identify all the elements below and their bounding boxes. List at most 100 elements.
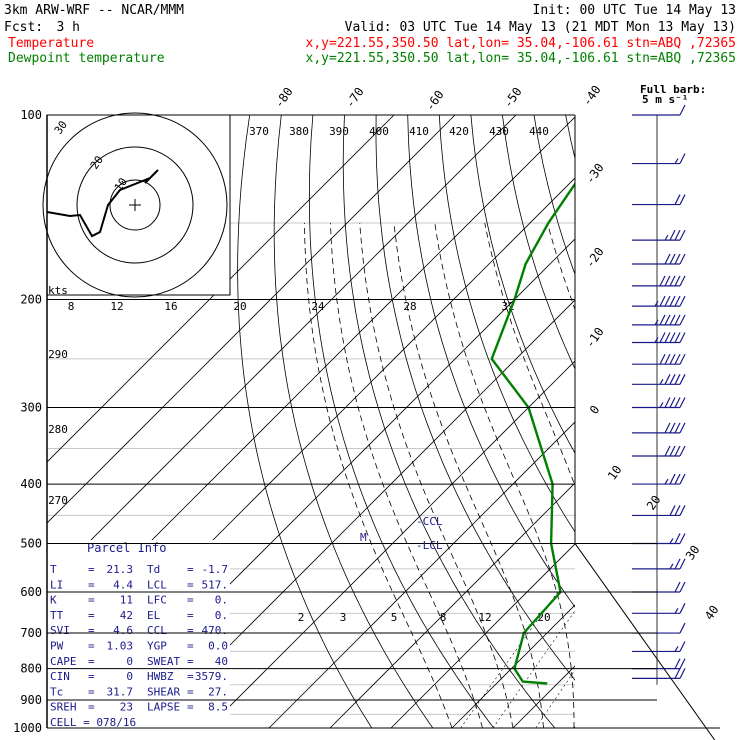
wind-barb-feather <box>664 314 671 326</box>
parcel-eq: = <box>88 640 95 653</box>
isotherm-label: -60 <box>423 88 447 114</box>
pressure-tick-label: 700 <box>20 626 42 640</box>
wind-barb-half <box>654 337 659 343</box>
wind-barb-half <box>669 563 674 570</box>
parcel-value: 31.7 <box>107 685 134 698</box>
wind-barb-feather <box>669 473 676 485</box>
parcel-label: SHEAR <box>147 685 180 698</box>
wind-barb-feather <box>664 422 671 434</box>
upper-scale-label: 12 <box>110 300 123 313</box>
parcel-eq: = <box>187 655 194 668</box>
dry-adiabat <box>502 115 575 370</box>
lcl-marker: -LCL <box>416 539 443 552</box>
dry-adiabat <box>342 115 556 728</box>
parcel-label: CCL <box>147 624 167 637</box>
wind-barb-feather <box>669 314 676 326</box>
moist-adiabat <box>547 222 575 311</box>
parcel-eq: = <box>187 640 194 653</box>
isotherm-label: -50 <box>501 85 525 111</box>
moist-adiabat <box>696 223 740 728</box>
parcel-value: 4.4 <box>113 578 133 591</box>
parcel-value: 40 <box>215 655 228 668</box>
wind-barb-feather <box>674 332 681 343</box>
isotherm-label: 40 <box>702 603 722 623</box>
parcel-label: TT <box>50 609 64 622</box>
wind-barb-feather <box>679 505 686 516</box>
wind-barb <box>632 603 686 614</box>
wind-barb-half <box>654 300 659 307</box>
moist-adiabat <box>434 222 575 728</box>
m-marker: M <box>360 531 367 544</box>
wind-barb <box>632 275 686 287</box>
wind-barb-feather <box>679 533 686 544</box>
wind-barb-feather <box>674 353 681 365</box>
parcel-eq: = <box>187 578 194 591</box>
parcel-value: 0. <box>215 594 228 607</box>
moist-adiabat <box>304 222 453 728</box>
dewpoint-profile <box>490 181 575 685</box>
wind-barb-half <box>659 402 664 408</box>
parcel-info-title: Parcel Info <box>87 541 166 555</box>
wind-barb <box>632 668 686 679</box>
parcel-label: LCL <box>147 578 167 591</box>
hodograph-ring <box>109 179 161 231</box>
upper-scale-label: 16 <box>164 300 177 313</box>
parcel-eq: = <box>88 609 95 622</box>
mixing-ratio-line <box>577 592 668 728</box>
theta-label: 370 <box>249 125 269 138</box>
parcel-label: T <box>50 563 57 576</box>
wind-barb-half <box>674 158 679 164</box>
parcel-eq: = <box>88 578 95 591</box>
dry-adiabat <box>660 115 740 728</box>
isotherm <box>207 360 575 728</box>
wind-barb-feather <box>674 314 681 326</box>
pressure-tick-label: 900 <box>20 693 42 707</box>
isotherm <box>512 665 575 728</box>
mixing-ratio-line <box>615 592 704 728</box>
parcel-eq: = <box>88 594 95 607</box>
parcel-eq: = <box>88 701 95 714</box>
wind-barb <box>632 374 686 385</box>
parcel-eq: = <box>187 685 194 698</box>
wind-barb-feather <box>674 658 681 669</box>
parcel-label: SWEAT <box>147 655 180 668</box>
parcel-value: 11 <box>120 594 133 607</box>
pressure-tick-label: 1000 <box>13 721 42 735</box>
isotherm <box>146 299 575 728</box>
wind-barb-feather <box>669 295 676 307</box>
wind-barb-feather <box>674 473 681 485</box>
dry-adiabat <box>692 115 740 728</box>
fcst-label: Fcst: <box>4 20 43 35</box>
moist-adiabat <box>393 222 544 728</box>
isotherm <box>268 421 575 728</box>
dry-adiabat <box>629 115 740 728</box>
parcel-eq: = <box>187 594 194 607</box>
theta-label: 400 <box>369 125 389 138</box>
wind-barb-feather <box>669 422 676 434</box>
isotherm <box>390 543 575 728</box>
wind-barb-feather <box>664 445 671 457</box>
wind-barb-feather <box>679 295 686 307</box>
dry-adiabat <box>438 115 575 533</box>
wind-barb <box>632 533 686 545</box>
parcel-value: 0. <box>215 609 228 622</box>
parcel-value: 517. <box>202 578 229 591</box>
wind-barb <box>632 253 686 265</box>
mixing-ratio-label: 8 <box>440 611 447 624</box>
theta-e-label: 280 <box>48 423 68 436</box>
mixing-ratio-label: 5 <box>391 611 398 624</box>
isotherm <box>635 115 740 728</box>
mixing-ratio-label: 12 <box>478 611 491 624</box>
wind-barb-feather <box>679 229 686 241</box>
wind-barb-feather <box>674 275 681 287</box>
wind-barb <box>632 353 686 365</box>
hodograph-ring-label: 10 <box>112 175 130 193</box>
pressure-tick-label: 400 <box>20 477 42 491</box>
parcel-value: 470. <box>202 624 229 637</box>
wind-barb-half <box>674 608 679 614</box>
parcel-value: 27. <box>208 685 228 698</box>
isotherm <box>329 482 575 728</box>
theta-label: 410 <box>409 125 429 138</box>
isotherm-label: -80 <box>272 85 296 111</box>
dry-adiabat <box>273 115 434 728</box>
